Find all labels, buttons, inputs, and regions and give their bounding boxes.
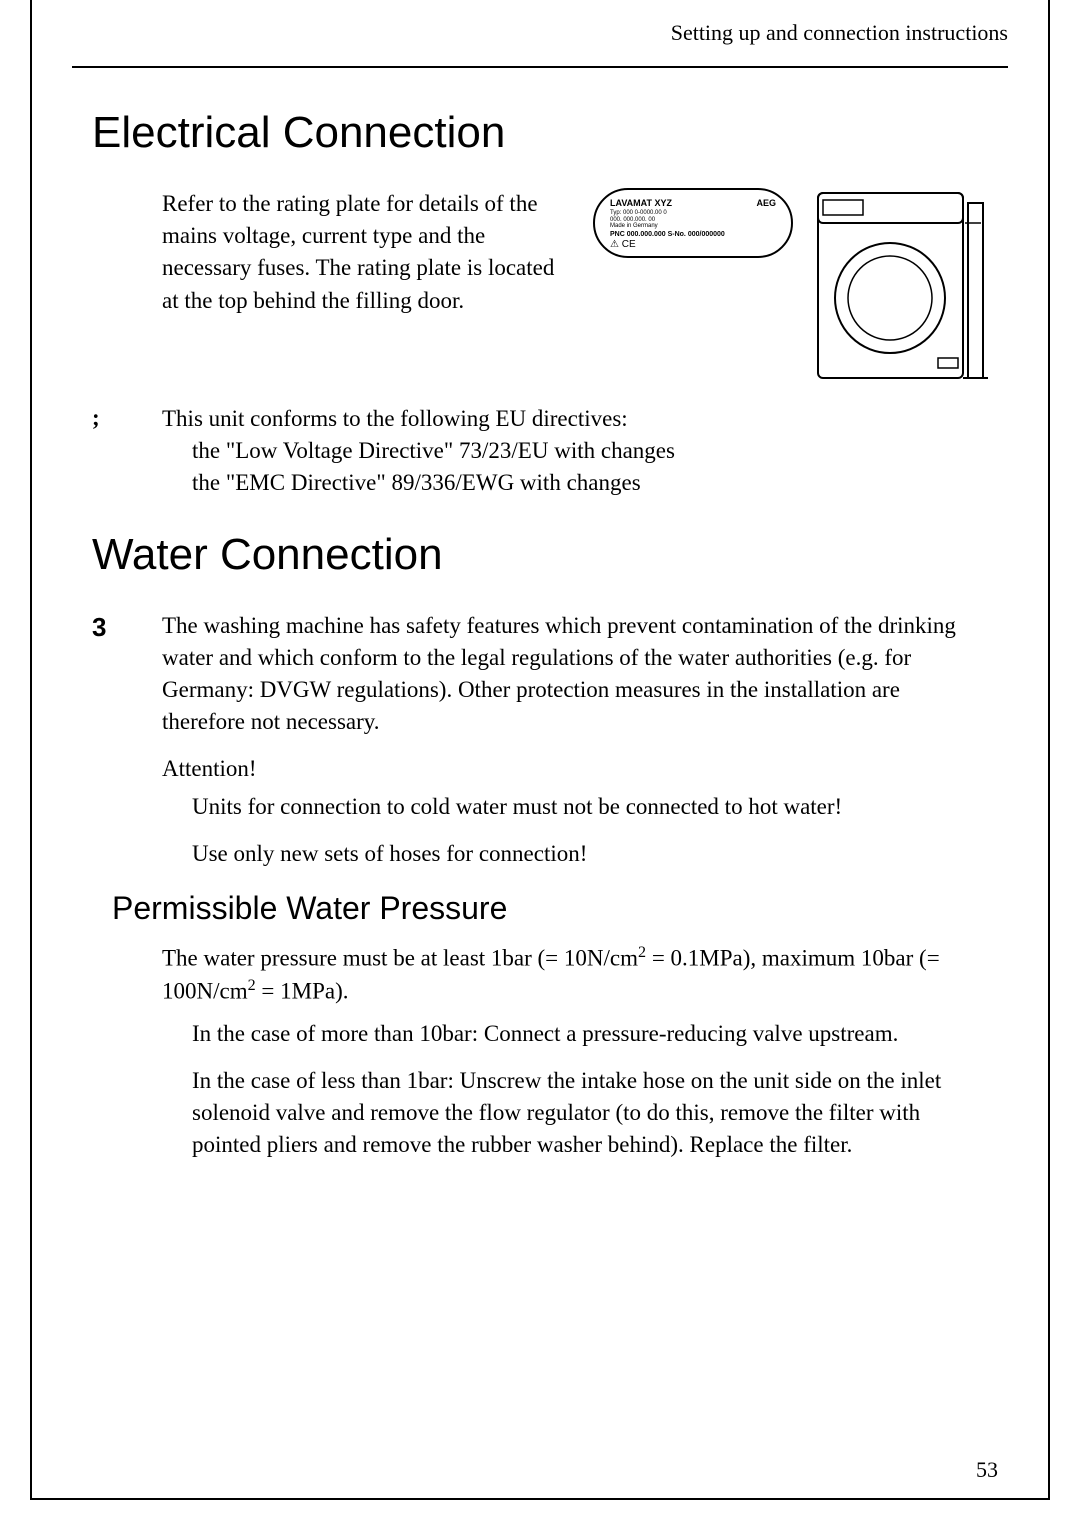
directive-margin-mark: ; (92, 403, 162, 500)
pressure-intro-post: = 1MPa). (256, 978, 349, 1003)
pressure-intro-pre: The water pressure must be at least 1bar… (162, 946, 638, 971)
electrical-intro-row: Refer to the rating plate for details of… (92, 188, 988, 383)
directive-row: ; This unit conforms to the following EU… (92, 403, 988, 500)
header-title: Setting up and connection instructions (671, 20, 1008, 45)
page-frame: Setting up and connection instructions E… (30, 0, 1050, 1500)
pressure-sup1: 2 (638, 944, 646, 961)
pressure-heading: Permissible Water Pressure (92, 890, 988, 927)
washer-icon (813, 188, 988, 383)
page-number: 53 (976, 1457, 998, 1483)
rating-plate-line1: Typ: 000 0-0000.00 0 (610, 210, 776, 217)
directive-text: This unit conforms to the following EU d… (162, 403, 988, 500)
water-margin-mark: 3 (92, 610, 162, 739)
pressure-items: In the case of more than 10bar: Connect … (92, 1018, 988, 1162)
rating-plate-line2: 000. 000.000. 00 (610, 217, 776, 224)
rating-plate-brand: AEG (756, 198, 776, 208)
water-intro-row: 3 The washing machine has safety feature… (92, 610, 988, 739)
page-content: Electrical Connection Refer to the ratin… (32, 68, 1048, 1206)
attention-item-2: Use only new sets of hoses for connectio… (192, 838, 988, 870)
rating-plate-line4: PNC 000.000.000 S-No. 000/000000 (610, 231, 725, 238)
electrical-images: LAVAMAT XYZ AEG Typ: 000 0-0000.00 0 000… (593, 188, 988, 383)
attention-items: Units for connection to cold water must … (92, 791, 988, 870)
rating-plate-icon: LAVAMAT XYZ AEG Typ: 000 0-0000.00 0 000… (593, 188, 793, 258)
directive-item-1: the "Low Voltage Directive" 73/23/EU wit… (192, 435, 988, 467)
rating-plate-model: LAVAMAT XYZ (610, 198, 672, 208)
pressure-sup2: 2 (248, 977, 256, 994)
rating-plate-line3: Made in Germany (610, 223, 776, 230)
water-heading: Water Connection (92, 530, 988, 580)
electrical-heading: Electrical Connection (92, 108, 988, 158)
page-header: Setting up and connection instructions (32, 0, 1048, 56)
directive-intro: This unit conforms to the following EU d… (162, 403, 988, 435)
directive-item-2: the "EMC Directive" 89/336/EWG with chan… (192, 467, 988, 499)
pressure-item-1: In the case of more than 10bar: Connect … (192, 1018, 988, 1050)
electrical-intro-text: Refer to the rating plate for details of… (92, 188, 573, 383)
attention-label: Attention! (92, 753, 988, 785)
pressure-item-2: In the case of less than 1bar: Unscrew t… (192, 1065, 988, 1162)
pressure-intro: The water pressure must be at least 1bar… (92, 942, 988, 1008)
attention-item-1: Units for connection to cold water must … (192, 791, 988, 823)
water-intro-text: The washing machine has safety features … (162, 610, 988, 739)
